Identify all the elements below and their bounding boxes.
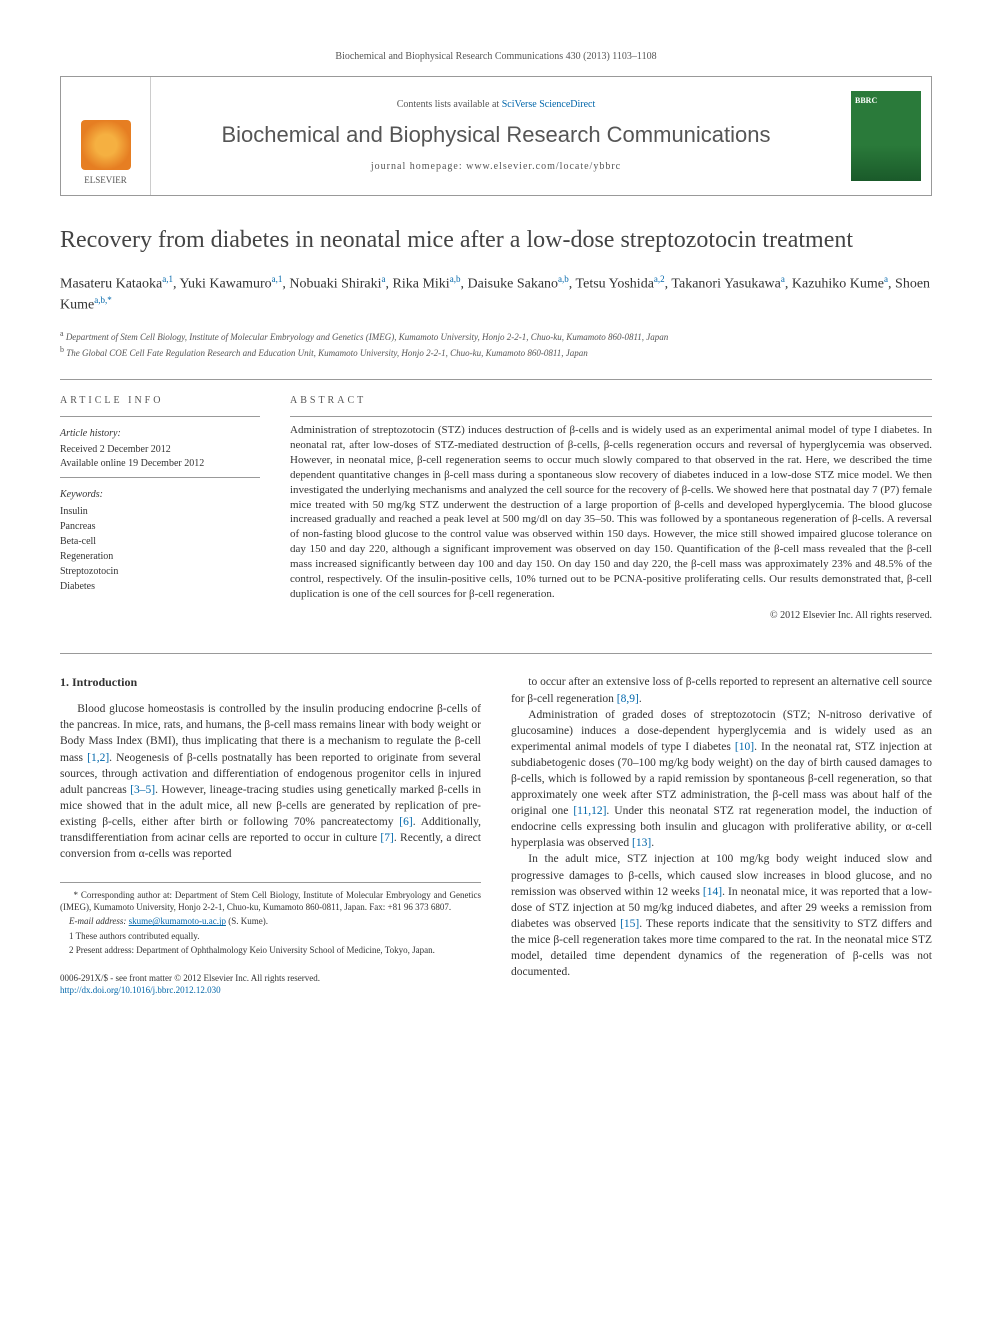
footer: 0006-291X/$ - see front matter © 2012 El… (60, 972, 481, 997)
citation-link[interactable]: [3–5] (130, 784, 155, 796)
journal-cover-thumb (851, 91, 921, 181)
footnote-present-address: 2 Present address: Department of Ophthal… (60, 944, 481, 956)
keyword: Streptozotocin (60, 564, 260, 579)
citation-link[interactable]: [6] (399, 816, 412, 828)
citation-link[interactable]: [15] (620, 918, 639, 930)
received-date: Received 2 December 2012 (60, 443, 260, 457)
body-column-left: 1. Introduction Blood glucose homeostasi… (60, 674, 481, 997)
author-affil-sup: a (884, 274, 888, 284)
masthead-center: Contents lists available at SciVerse Sci… (151, 77, 841, 195)
history-label: Article history: (60, 427, 260, 441)
elsevier-logo (81, 120, 131, 170)
affiliations: a Department of Stem Cell Biology, Insti… (60, 328, 932, 359)
footnote-equal-contribution: 1 These authors contributed equally. (60, 930, 481, 942)
footnote-email: E-mail address: skume@kumamoto-u.ac.jp (… (60, 915, 481, 927)
homepage-url: www.elsevier.com/locate/ybbrc (466, 161, 621, 172)
doi-link[interactable]: http://dx.doi.org/10.1016/j.bbrc.2012.12… (60, 985, 221, 995)
cover-block (841, 77, 931, 195)
author-name: Takanori Yasukawa (671, 276, 780, 291)
author-name: Rika Miki (393, 276, 450, 291)
keyword: Pancreas (60, 519, 260, 534)
author-name: Daisuke Sakano (467, 276, 558, 291)
footnotes: * Corresponding author at: Department of… (60, 882, 481, 956)
abstract: ABSTRACT Administration of streptozotoci… (290, 394, 932, 623)
keywords-label: Keywords: (60, 488, 260, 502)
email-link[interactable]: skume@kumamoto-u.ac.jp (129, 916, 226, 926)
author-affil-sup: a,b (558, 274, 569, 284)
journal-name: Biochemical and Biophysical Research Com… (221, 120, 770, 151)
issn-line: 0006-291X/$ - see front matter © 2012 El… (60, 972, 481, 985)
affiliation-line: a Department of Stem Cell Biology, Insti… (60, 328, 932, 344)
body-paragraph: to occur after an extensive loss of β-ce… (511, 674, 932, 706)
publisher-block: ELSEVIER (61, 77, 151, 195)
masthead: ELSEVIER Contents lists available at Sci… (60, 76, 932, 196)
body-column-right: to occur after an extensive loss of β-ce… (511, 674, 932, 997)
footnote-corresponding: * Corresponding author at: Department of… (60, 889, 481, 913)
author-affil-sup: a (382, 274, 386, 284)
homepage-line: journal homepage: www.elsevier.com/locat… (371, 160, 621, 174)
author-name: Nobuaki Shiraki (289, 276, 381, 291)
keywords-list: InsulinPancreasBeta-cellRegenerationStre… (60, 504, 260, 594)
publisher-name: ELSEVIER (84, 174, 127, 187)
divider (60, 379, 932, 380)
available-date: Available online 19 December 2012 (60, 457, 260, 471)
divider (60, 653, 932, 654)
abstract-copyright: © 2012 Elsevier Inc. All rights reserved… (290, 609, 932, 623)
keyword: Beta-cell (60, 534, 260, 549)
article-info-heading: ARTICLE INFO (60, 394, 260, 408)
author-list: Masateru Kataokaa,1, Yuki Kawamuroa,1, N… (60, 273, 932, 316)
keyword: Insulin (60, 504, 260, 519)
abstract-divider (290, 416, 932, 417)
author-name: Masateru Kataoka (60, 276, 162, 291)
running-header: Biochemical and Biophysical Research Com… (60, 50, 932, 64)
article-info: ARTICLE INFO Article history: Received 2… (60, 394, 260, 623)
affiliation-line: b The Global COE Cell Fate Regulation Re… (60, 344, 932, 360)
body-paragraph: Administration of graded doses of strept… (511, 707, 932, 852)
author-affil-sup: a,1 (162, 274, 173, 284)
citation-link[interactable]: [8,9] (617, 693, 639, 705)
email-label: E-mail address: (69, 916, 129, 926)
info-divider (60, 477, 260, 478)
body-paragraph: Blood glucose homeostasis is controlled … (60, 701, 481, 862)
author-affil-sup: a,2 (654, 274, 665, 284)
email-suffix: (S. Kume). (226, 916, 268, 926)
article-body: 1. Introduction Blood glucose homeostasi… (60, 674, 932, 997)
author-affil-sup: a,b (450, 274, 461, 284)
citation-link[interactable]: [13] (632, 837, 651, 849)
sciencedirect-link[interactable]: SciVerse ScienceDirect (502, 99, 596, 110)
keyword: Regeneration (60, 549, 260, 564)
citation-link[interactable]: [11,12] (573, 805, 606, 817)
abstract-text: Administration of streptozotocin (STZ) i… (290, 423, 932, 601)
author-affil-sup: a,b,* (94, 295, 112, 305)
author-name: Kazuhiko Kume (792, 276, 884, 291)
citation-link[interactable]: [1,2] (87, 752, 109, 764)
author-name: Yuki Kawamuro (179, 276, 271, 291)
body-paragraph: In the adult mice, STZ injection at 100 … (511, 851, 932, 980)
citation-link[interactable]: [10] (735, 741, 754, 753)
keyword: Diabetes (60, 579, 260, 594)
contents-prefix: Contents lists available at (397, 99, 502, 110)
author-name: Tetsu Yoshida (576, 276, 654, 291)
citation-link[interactable]: [7] (380, 832, 393, 844)
info-divider (60, 416, 260, 417)
author-affil-sup: a,1 (272, 274, 283, 284)
abstract-heading: ABSTRACT (290, 394, 932, 408)
citation-link[interactable]: [14] (703, 886, 722, 898)
contents-line: Contents lists available at SciVerse Sci… (397, 98, 596, 112)
section-heading-intro: 1. Introduction (60, 674, 481, 691)
article-title: Recovery from diabetes in neonatal mice … (60, 226, 932, 255)
homepage-prefix: journal homepage: (371, 161, 466, 172)
author-affil-sup: a (781, 274, 785, 284)
